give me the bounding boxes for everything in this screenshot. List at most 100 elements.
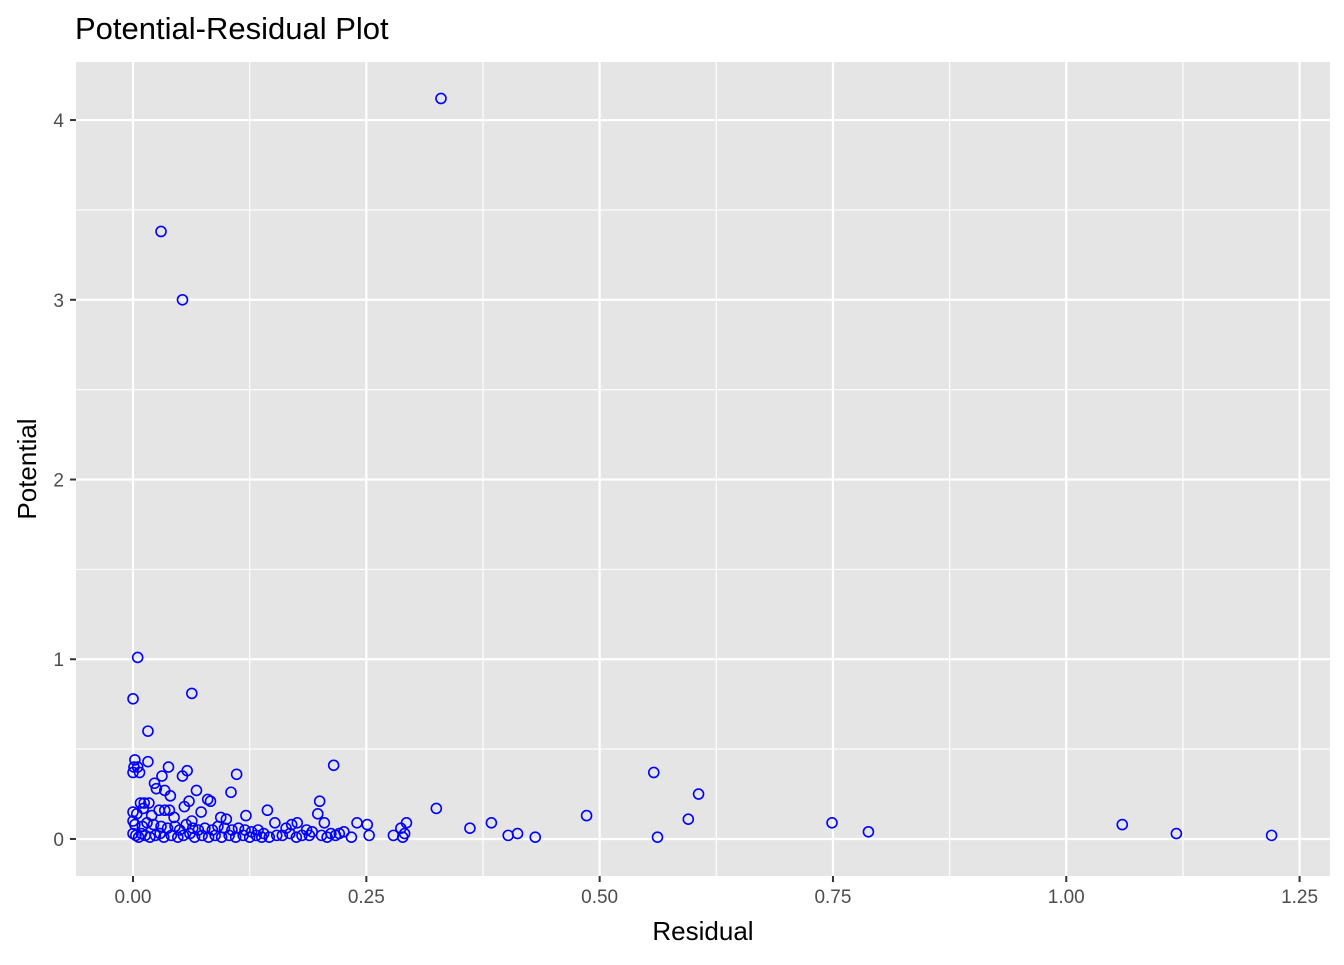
- data-point: [1116, 818, 1129, 831]
- data-point: [682, 813, 695, 826]
- data-point: [144, 831, 156, 843]
- data-point: [131, 651, 144, 664]
- data-point: [177, 829, 190, 842]
- data-point: [141, 816, 153, 829]
- data-point: [862, 825, 875, 838]
- data-point: [168, 811, 180, 824]
- data-point: [188, 831, 201, 843]
- data-point: [269, 816, 281, 829]
- x-tick-label: 1.00: [1048, 887, 1085, 908]
- data-point: [229, 831, 242, 843]
- data-point: [150, 782, 163, 795]
- x-tick-label: 1.25: [1281, 887, 1318, 908]
- data-point: [303, 829, 316, 842]
- data-point: [133, 766, 146, 779]
- data-point: [164, 790, 177, 802]
- data-point: [142, 755, 154, 768]
- data-point: [204, 795, 217, 808]
- data-point: [329, 829, 342, 842]
- data-point: [156, 770, 168, 782]
- data-point: [312, 808, 324, 820]
- data-point: [256, 831, 268, 843]
- data-point: [148, 777, 161, 790]
- data-point: [240, 809, 252, 822]
- x-axis: 0.00 0.25 0.50 0.75 1.00 1.25: [115, 876, 1318, 908]
- data-point: [647, 766, 660, 779]
- y-tick-label: 2: [53, 471, 64, 492]
- major-gridlines: [76, 62, 1330, 876]
- data-point: [196, 829, 208, 842]
- data-point: [464, 822, 476, 834]
- data-point: [129, 754, 141, 766]
- data-point: [158, 804, 171, 817]
- data-point: [270, 829, 283, 842]
- x-tick-label: 0.50: [581, 887, 618, 908]
- y-tick-label: 1: [53, 650, 64, 671]
- data-point: [250, 829, 263, 842]
- x-tick-label: 0.00: [115, 887, 152, 908]
- data-point: [345, 831, 358, 843]
- data-point: [225, 786, 237, 799]
- data-point: [1170, 827, 1183, 840]
- y-axis-label: Potential: [12, 418, 42, 519]
- data-point: [215, 831, 228, 843]
- data-point: [186, 687, 198, 700]
- data-point: [485, 816, 498, 829]
- data-point: [276, 829, 289, 842]
- data-point: [529, 831, 542, 843]
- data-point: [195, 806, 207, 818]
- data-point: [692, 788, 705, 800]
- data-point: [154, 827, 166, 840]
- data-point: [580, 809, 593, 822]
- data-point: [223, 829, 235, 842]
- data-point: [398, 827, 411, 840]
- data-point: [147, 818, 160, 831]
- data-point: [142, 725, 154, 737]
- data-point: [651, 831, 664, 843]
- data-point: [284, 827, 296, 840]
- data-point: [291, 816, 304, 829]
- data-point: [243, 831, 256, 843]
- data-point: [327, 759, 340, 772]
- data-point: [826, 816, 838, 829]
- data-point: [162, 761, 175, 773]
- data-point: [172, 831, 184, 843]
- data-point: [435, 92, 447, 105]
- data-point: [1265, 829, 1278, 842]
- data-point: [511, 827, 524, 840]
- data-point: [138, 797, 151, 809]
- data-point: [127, 766, 139, 779]
- data-point: [263, 831, 276, 843]
- data-point: [178, 800, 191, 813]
- data-point: [190, 784, 203, 797]
- data-point: [176, 293, 189, 306]
- x-tick-label: 0.25: [348, 887, 385, 908]
- x-axis-label: Residual: [652, 916, 753, 946]
- data-point: [313, 795, 326, 808]
- y-axis: 0 1 2 3 4: [53, 111, 76, 851]
- data-point: [261, 804, 274, 817]
- data-point: [363, 829, 375, 842]
- data-point: [202, 831, 215, 843]
- data-point: [209, 829, 221, 842]
- data-point: [315, 829, 328, 842]
- x-tick-label: 0.75: [814, 887, 851, 908]
- y-tick-label: 0: [53, 830, 64, 851]
- data-point: [181, 764, 193, 777]
- data-points: [127, 92, 1278, 843]
- minor-gridlines: [76, 62, 1330, 876]
- chart-title: Potential-Residual Plot: [75, 11, 389, 46]
- y-tick-label: 4: [53, 111, 64, 132]
- data-point: [155, 225, 167, 238]
- data-point: [321, 831, 333, 843]
- data-point: [290, 831, 303, 843]
- data-point: [127, 692, 139, 705]
- data-point: [296, 829, 308, 842]
- plot-panel: [76, 62, 1330, 876]
- data-point: [237, 829, 249, 842]
- data-point: [361, 818, 374, 831]
- data-point: [165, 829, 178, 842]
- data-point: [158, 831, 170, 843]
